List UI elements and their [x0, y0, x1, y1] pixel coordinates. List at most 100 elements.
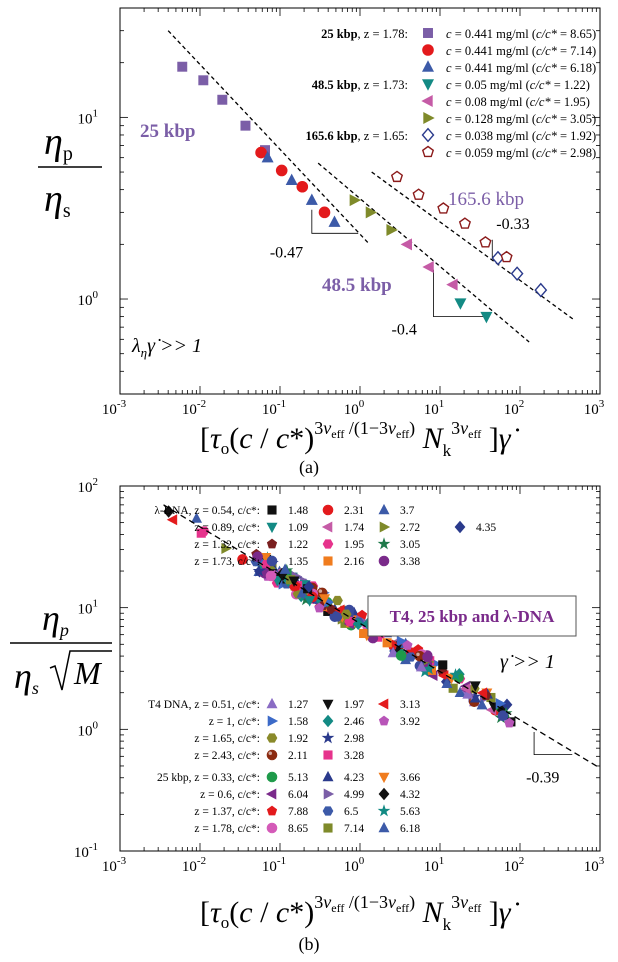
panel-a-legend-marker	[423, 112, 435, 124]
panel-b-point	[304, 596, 316, 607]
panel-b-legend-marker	[322, 699, 334, 711]
panel-b-legend-marker	[379, 521, 391, 533]
panel-b-ytick-label: 100	[78, 719, 99, 739]
panel-b-legend-row-label: z = 1.65, c/c*:	[194, 733, 260, 745]
panel-b-legend-marker	[265, 788, 277, 800]
panel-b-point	[476, 698, 488, 710]
panel-b-caption: (b)	[299, 934, 320, 955]
panel-a-annot-48kbp: 48.5 kbp	[322, 275, 392, 296]
panel-a-point	[412, 188, 425, 200]
panel-a-xtick-label: 101	[424, 398, 445, 418]
panel-a-point	[275, 164, 288, 177]
panel-b-legend-value: 2.16	[344, 556, 364, 568]
panel-a-point	[479, 236, 492, 248]
panel-b-title-box: T4, 25 kbp and λ-DNA	[367, 595, 577, 637]
panel-b-xtick-label: 10-3	[102, 855, 127, 875]
panel-a-point	[480, 311, 493, 324]
panel-a-point	[349, 194, 362, 207]
panel-b-legend-value: 3.13	[400, 699, 420, 711]
panel-a-point	[534, 282, 548, 298]
panel-a-legend-label: c = 0.441 mg/ml (c/c* = 8.65)	[446, 27, 596, 41]
panel-b-xtick-label: 102	[504, 855, 525, 875]
panel-b-legend-marker	[323, 750, 333, 760]
panel-b-point	[449, 668, 462, 681]
panel-b-point	[279, 563, 291, 574]
panel-a-legend: c = 0.441 mg/ml (c/c* = 8.65) c = 0.441 m…	[305, 27, 596, 160]
panel-a-point	[454, 298, 467, 310]
panel-a-xlabel: [τo(c / c*)3νeff /(1−3νeff) Nk3νeff ]γ̇	[200, 418, 520, 460]
panel-b-point	[405, 652, 417, 662]
panel-b-legend-marker	[266, 555, 278, 567]
panel-b-legend-value: 1.95	[344, 539, 364, 551]
panel-b-legend-value: 1.35	[288, 556, 308, 568]
panel-b-xlabel: [τo(c / c*)3νeff /(1−3νeff) Nk3νeff ]γ̇	[200, 892, 520, 934]
panel-a-legend-label: c = 0.441 mg/ml (c/c* = 7.14)	[446, 44, 596, 58]
panel-b-ytick-label: 10-1	[74, 841, 98, 861]
panel-a-point	[365, 206, 378, 219]
panel-b-point	[454, 686, 466, 697]
panel-b-legend-row-label: z = 2.43, c/c*:	[194, 750, 260, 762]
panel-a-data-points	[177, 61, 548, 324]
panel-b-slope-label: -0.39	[526, 770, 559, 787]
panel-b-legend-value: 1.97	[344, 699, 364, 711]
panel-b-legend-marker	[377, 698, 389, 710]
panel-b-legend-value: 3.38	[400, 556, 420, 568]
panel-b-point	[319, 594, 331, 605]
panel-b-legend-value: 7.14	[344, 823, 364, 835]
panel-b-point	[166, 514, 178, 526]
panel-b-legend-marker	[267, 505, 277, 515]
panel-b-point	[191, 512, 203, 523]
panel-b-point	[359, 628, 369, 639]
panel-a-legend-label: c = 0.038 mg/ml (c/c* = 1.92)	[446, 129, 596, 143]
panel-b-point	[303, 580, 315, 593]
panel-a-point	[386, 223, 398, 236]
panel-b-slope-triangle: -0.39	[526, 732, 573, 787]
panel-b-legend-marker	[378, 772, 390, 784]
panel-b-point	[314, 602, 325, 613]
panel-a-ytick-label: 101	[78, 107, 99, 127]
panel-b-legend-value: 4.23	[344, 772, 364, 784]
panel-a-point	[422, 261, 434, 274]
panel-b-xtick-label: 103	[584, 855, 605, 875]
panel-b-legend-value: 1.27	[288, 699, 308, 711]
panel-b-point	[252, 564, 266, 577]
panel-b-legend-value: 3.05	[400, 539, 420, 551]
panel-a-slope-label: -0.47	[270, 244, 303, 261]
panel-b-legends: λ-DNA, z = 0.54, c/c*: 1.48 2.31 3.7 z = 0.8…	[148, 503, 496, 835]
panel-a-legend-group: 25 kbp, z = 1.78:	[321, 27, 408, 41]
panel-b-point	[504, 717, 515, 728]
panel-a-legend-label: c = 0.441 mg/ml (c/c* = 6.18)	[446, 61, 596, 75]
panel-b-legend-row-label: T4 DNA, z = 0.51, c/c*:	[148, 699, 260, 711]
panel-b-legend-marker	[266, 822, 278, 834]
panel-b-point	[415, 660, 427, 672]
panel-b-legend-value: 4.32	[400, 789, 420, 801]
panel-b-legend-value: 6.5	[344, 806, 359, 818]
panel-b-legend-value: 2.98	[344, 733, 364, 745]
panel-b-point	[469, 692, 481, 703]
panel-a-legend-marker	[423, 28, 433, 38]
panel-a-legend-label: c = 0.128 mg/ml (c/c* = 3.05)	[446, 112, 596, 126]
panel-b-legend-value: 6.04	[288, 789, 308, 801]
panel-a-xtick-label: 10-2	[182, 398, 206, 418]
panel-b-legend-value: 1.58	[288, 716, 308, 728]
panel-b-chart: 10-3 10-2 10-1 100 101 102 103 10-1 100 101 102 -0…	[10, 476, 605, 955]
panel-b-legend-value: 3.66	[400, 772, 420, 784]
panel-a-xtick-label: 102	[504, 398, 525, 418]
panel-b-legend-value: 2.46	[344, 716, 364, 728]
panel-a-point	[177, 61, 188, 72]
panel-a-slope-label: -0.33	[496, 216, 529, 233]
panel-b-legend-marker	[266, 697, 278, 709]
panel-b-point	[332, 595, 343, 606]
panel-b-legend-value: 3.28	[344, 750, 364, 762]
panel-b-legend-row-label: λ-DNA, z = 0.54, c/c*:	[154, 505, 260, 517]
panel-a-slope-marker	[311, 209, 359, 234]
panel-b-point	[326, 604, 337, 614]
panel-b-legend-marker	[454, 520, 466, 534]
panel-b-legend-marker	[267, 715, 279, 727]
panel-b-ticks: 10-3 10-2 10-1 100 101 102 103 10-1 100 101 102	[74, 476, 605, 875]
panel-b-legend-marker	[378, 503, 390, 515]
svg-text:[τo(c / c*)3νeff /(1−3νeff) Nk: [τo(c / c*)3νeff /(1−3νeff) Nk3νeff ]γ̇	[200, 892, 520, 934]
panel-b-legend-marker	[322, 504, 334, 516]
panel-b-xtick-label: 101	[424, 855, 445, 875]
panel-a-point	[500, 250, 513, 263]
